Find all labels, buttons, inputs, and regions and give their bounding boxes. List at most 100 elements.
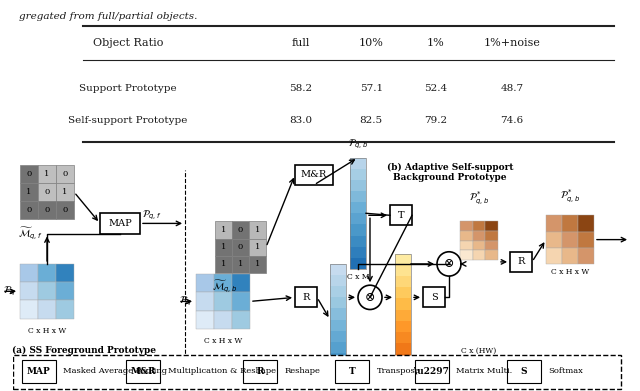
Bar: [460, 240, 473, 250]
Text: 48.7: 48.7: [500, 84, 524, 93]
Text: 1: 1: [221, 226, 226, 234]
Bar: [395, 287, 411, 298]
Circle shape: [437, 252, 461, 276]
FancyBboxPatch shape: [127, 360, 160, 383]
Bar: [214, 310, 232, 329]
Text: Transpose: Transpose: [376, 368, 420, 375]
Bar: [196, 274, 214, 292]
Text: ⊗: ⊗: [444, 257, 454, 271]
Text: 1: 1: [255, 243, 260, 251]
Text: 58.2: 58.2: [289, 84, 312, 93]
Bar: [330, 275, 346, 286]
Text: 1%+noise: 1%+noise: [484, 38, 540, 48]
Bar: [350, 213, 366, 224]
Text: 74.6: 74.6: [500, 116, 524, 125]
Bar: [546, 231, 562, 248]
Bar: [350, 247, 366, 258]
Bar: [249, 221, 266, 239]
Bar: [20, 201, 38, 219]
Bar: [395, 310, 411, 321]
FancyBboxPatch shape: [508, 360, 541, 383]
Bar: [473, 240, 485, 250]
Text: 0: 0: [44, 188, 50, 196]
FancyBboxPatch shape: [295, 165, 333, 185]
Bar: [38, 165, 56, 183]
Bar: [562, 215, 578, 231]
Bar: [330, 286, 346, 298]
Bar: [562, 248, 578, 264]
Bar: [395, 343, 411, 354]
Circle shape: [358, 285, 382, 310]
Bar: [56, 282, 74, 300]
Text: (a) SS Foreground Prototype: (a) SS Foreground Prototype: [12, 346, 156, 355]
Text: 0: 0: [238, 243, 243, 251]
Bar: [350, 202, 366, 213]
Text: C x (HW): C x (HW): [461, 347, 497, 355]
Text: C x H x W: C x H x W: [204, 337, 242, 345]
Bar: [350, 169, 366, 180]
Bar: [20, 282, 38, 300]
Bar: [232, 256, 249, 273]
Bar: [350, 258, 366, 269]
FancyBboxPatch shape: [295, 287, 317, 307]
Text: R: R: [256, 367, 264, 376]
Bar: [20, 300, 38, 319]
Text: R: R: [302, 293, 310, 302]
Text: \u2297: \u2297: [414, 367, 449, 376]
Bar: [546, 215, 562, 231]
Bar: [215, 239, 232, 256]
Text: 79.2: 79.2: [424, 116, 447, 125]
Text: $\mathcal{F}_q$: $\mathcal{F}_q$: [332, 389, 344, 391]
Bar: [214, 292, 232, 310]
Bar: [330, 353, 346, 364]
Bar: [395, 354, 411, 365]
FancyBboxPatch shape: [22, 360, 56, 383]
Text: C x H x W: C x H x W: [551, 268, 589, 276]
Bar: [330, 264, 346, 375]
Text: S: S: [521, 367, 527, 376]
Bar: [546, 248, 562, 264]
Text: Object Ratio: Object Ratio: [93, 38, 163, 48]
Bar: [350, 158, 366, 269]
Text: $\mathcal{A}$: $\mathcal{A}$: [398, 379, 408, 391]
Bar: [214, 274, 232, 292]
Text: 1: 1: [221, 260, 226, 269]
Text: M&R: M&R: [301, 170, 327, 179]
Bar: [215, 221, 232, 239]
Bar: [20, 165, 38, 183]
Text: Matrix Multi.: Matrix Multi.: [456, 368, 513, 375]
Text: 1: 1: [26, 188, 32, 196]
Bar: [56, 300, 74, 319]
Bar: [485, 231, 498, 240]
Text: 83.0: 83.0: [289, 116, 312, 125]
Text: 0: 0: [62, 170, 68, 178]
Bar: [56, 264, 74, 282]
Text: T: T: [397, 211, 404, 220]
Text: $\mathcal{P}_{q,f}$: $\mathcal{P}_{q,f}$: [142, 209, 162, 222]
FancyBboxPatch shape: [423, 287, 445, 307]
Bar: [350, 191, 366, 202]
Bar: [330, 320, 346, 331]
Text: 1: 1: [44, 170, 50, 178]
Bar: [249, 239, 266, 256]
Text: 10%: 10%: [359, 38, 383, 48]
Bar: [20, 264, 38, 282]
Bar: [395, 254, 411, 265]
Text: Masked Average Pooling: Masked Average Pooling: [63, 368, 167, 375]
Bar: [350, 180, 366, 191]
Bar: [330, 308, 346, 320]
Text: 1: 1: [221, 243, 226, 251]
Text: S: S: [431, 293, 437, 302]
Bar: [196, 292, 214, 310]
FancyBboxPatch shape: [415, 360, 449, 383]
Text: gregated from full/partial objects.: gregated from full/partial objects.: [19, 12, 198, 21]
Bar: [38, 300, 56, 319]
Bar: [578, 248, 594, 264]
Bar: [330, 264, 346, 275]
Text: 1: 1: [238, 260, 243, 269]
Bar: [196, 310, 214, 329]
Text: $\mathcal{P}^*_{q,b}$: $\mathcal{P}^*_{q,b}$: [468, 190, 489, 207]
Text: MAP: MAP: [108, 219, 132, 228]
Bar: [485, 250, 498, 260]
Bar: [395, 276, 411, 287]
